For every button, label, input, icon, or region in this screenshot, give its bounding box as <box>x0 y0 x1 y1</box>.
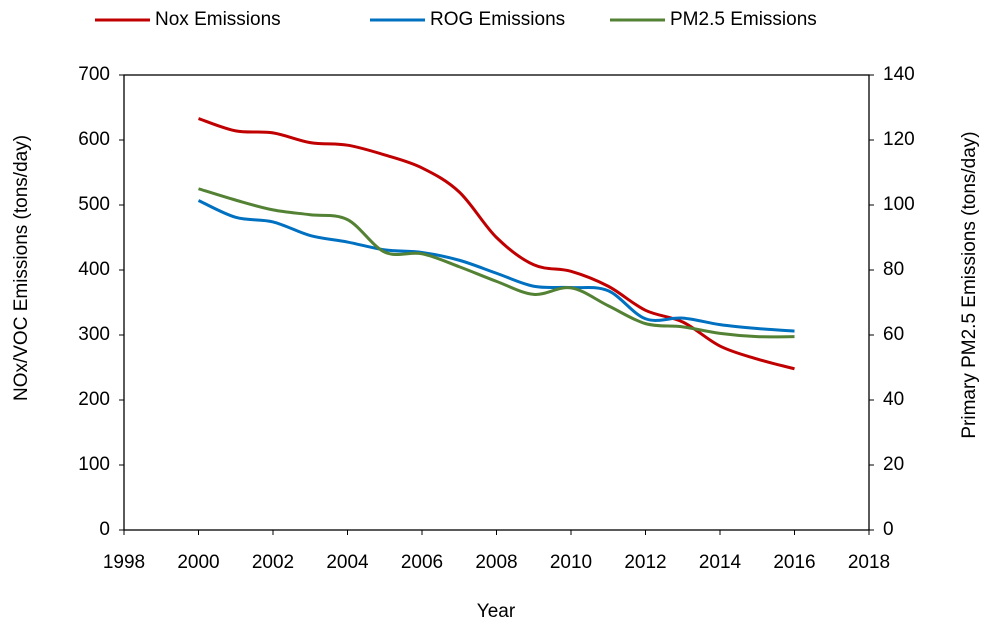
y-tick-label: 100 <box>78 454 110 475</box>
x-tick-label: 2016 <box>773 552 815 573</box>
y-tick-label: 200 <box>78 389 110 410</box>
y2-tick-label: 120 <box>883 129 915 150</box>
y-tick-label: 700 <box>78 64 110 85</box>
y2-tick-label: 100 <box>883 194 915 215</box>
x-tick-label: 2018 <box>848 552 890 573</box>
series-line <box>197 199 795 333</box>
series-line <box>198 187 795 339</box>
legend-label: ROG Emissions <box>430 9 565 30</box>
x-tick-label: 2000 <box>177 552 219 573</box>
y-tick-label: 600 <box>78 129 110 150</box>
y2-tick-label: 80 <box>883 259 904 280</box>
y-tick-label: 300 <box>78 324 110 345</box>
legend-label: Nox Emissions <box>155 9 281 30</box>
y2-tick-label: 60 <box>883 324 904 345</box>
x-tick-label: 2002 <box>252 552 294 573</box>
y-tick-label: 400 <box>78 259 110 280</box>
y-axis-title: NOx/VOC Emissions (tons/day) <box>11 135 32 401</box>
plot-frame <box>123 74 870 531</box>
x-tick-label: 2008 <box>475 552 517 573</box>
y-tick-label: 0 <box>99 519 110 540</box>
x-tick-label: 1998 <box>103 552 145 573</box>
x-axis-title: Year <box>477 601 516 622</box>
legend-label: PM2.5 Emissions <box>670 9 817 30</box>
x-tick-label: 2014 <box>699 552 742 573</box>
x-tick-label: 2004 <box>326 552 369 573</box>
y2-tick-label: 0 <box>883 519 894 540</box>
x-tick-label: 2012 <box>624 552 666 573</box>
y2-tick-label: 40 <box>883 389 904 410</box>
x-tick-label: 2010 <box>550 552 592 573</box>
y2-tick-label: 140 <box>883 64 915 85</box>
y2-axis-title: Primary PM2.5 Emissions (tons/day) <box>959 131 980 438</box>
y-tick-label: 500 <box>78 194 110 215</box>
x-tick-label: 2006 <box>401 552 443 573</box>
y2-tick-label: 20 <box>883 454 904 475</box>
